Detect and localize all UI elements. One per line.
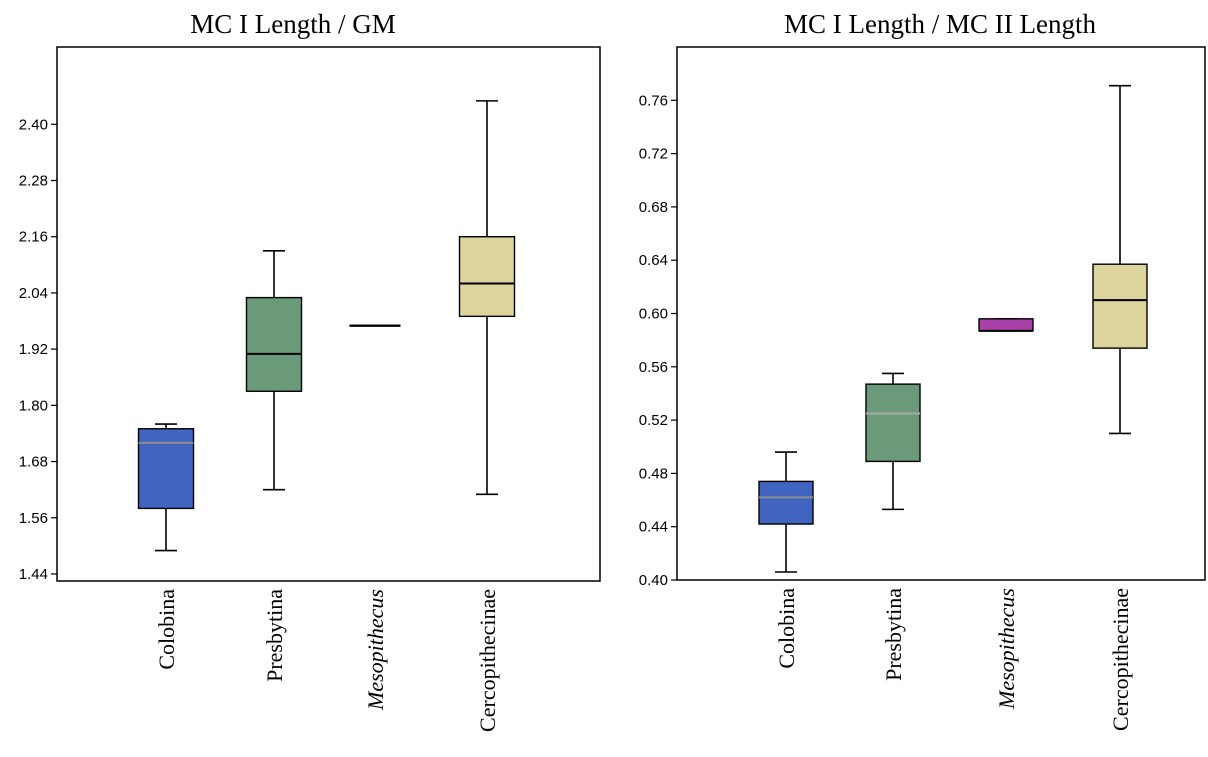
category-label-presbytina: Presbytina [262, 589, 287, 682]
box-cercopithecinae [458, 100, 516, 496]
boxes [137, 100, 516, 552]
chart-title: MC I Length / MC II Length [784, 9, 1096, 39]
box-mesopithecus [978, 318, 1034, 332]
x-axis-categories: Colobina Presbytina Mesopithecus Cercopithe… [154, 589, 500, 732]
iqr-box [758, 480, 814, 525]
y-tick-label: 0.56 [639, 359, 668, 376]
x-axis-categories: Colobina Presbytina Mesopithecus Cercopithe… [774, 588, 1133, 731]
y-tick-label: 0.48 [639, 465, 668, 482]
box-cercopithecinae [1092, 84, 1148, 435]
chart-title: MC I Length / GM [190, 9, 396, 39]
chart-panel-mc2: MC I Length / MC II Length 0.400.440.480… [639, 9, 1206, 731]
iqr-box [458, 236, 516, 318]
iqr-box [137, 428, 195, 510]
y-tick-label: 2.04 [19, 285, 48, 302]
y-tick-label: 0.44 [639, 519, 668, 536]
y-tick-label: 1.92 [19, 341, 48, 358]
category-label-colobina: Colobina [774, 588, 799, 669]
y-tick-label: 1.56 [19, 510, 48, 527]
y-tick-label: 1.80 [19, 397, 48, 414]
chart-panel-gm: MC I Length / GM 1.44 1.56 1.68 1.80 1.92 2.0… [19, 9, 601, 732]
y-tick-label: 2.40 [19, 116, 48, 133]
box-colobina [758, 451, 814, 573]
box-presbytina [245, 249, 303, 491]
y-tick-label: 0.68 [639, 199, 668, 216]
y-tick-label: 0.40 [639, 572, 668, 589]
iqr-box [245, 296, 303, 392]
y-tick-label: 0.76 [639, 92, 668, 109]
category-label-presbytina: Presbytina [881, 588, 906, 681]
plot-frame [56, 46, 601, 582]
category-label-cercopithecinae: Cercopithecinae [475, 589, 500, 732]
iqr-box [865, 383, 921, 463]
iqr-box [978, 318, 1034, 332]
y-tick-label: 0.60 [639, 306, 668, 323]
y-axis-ticks: 0.40 0.44 0.48 0.52 0.56 0.60 0.64 0.68 0.72 0.76 [639, 92, 677, 589]
y-axis-ticks: 1.44 1.56 1.68 1.80 1.92 2.04 2.16 2.28 2.40 [19, 116, 57, 583]
category-label-cercopithecinae: Cercopithecinae [1108, 588, 1133, 731]
y-tick-label: 1.68 [19, 454, 48, 471]
category-label-colobina: Colobina [154, 589, 179, 670]
boxes [758, 84, 1148, 573]
y-tick-label: 0.72 [639, 146, 668, 163]
iqr-box [1092, 263, 1148, 349]
box-presbytina [865, 372, 921, 511]
y-tick-label: 2.28 [19, 173, 48, 190]
category-label-mesopithecus: Mesopithecus [363, 589, 388, 711]
box-colobina [137, 423, 195, 552]
y-tick-label: 0.52 [639, 412, 668, 429]
y-tick-label: 0.64 [639, 252, 668, 269]
y-tick-label: 2.16 [19, 229, 48, 246]
y-tick-label: 1.44 [19, 566, 48, 583]
category-label-mesopithecus: Mesopithecus [994, 588, 1019, 710]
